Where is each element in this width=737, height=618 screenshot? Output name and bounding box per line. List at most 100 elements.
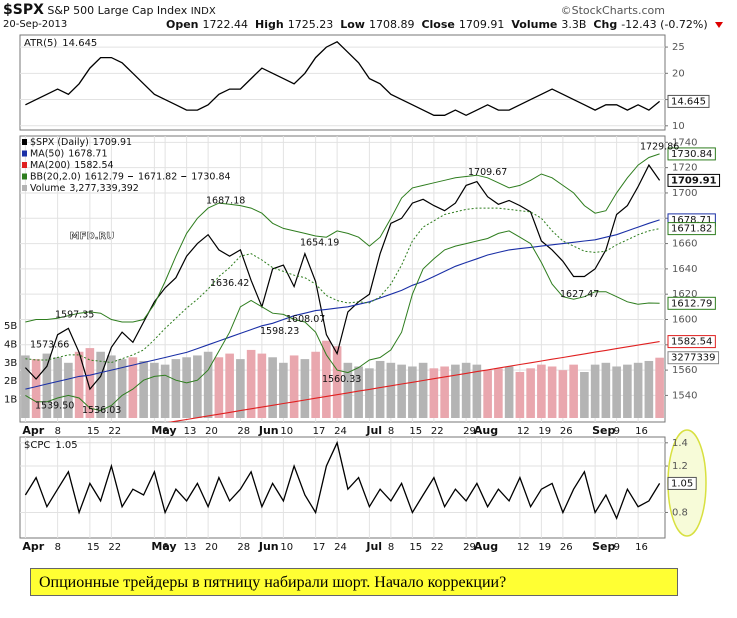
y2-tick-label: 3B <box>4 358 17 369</box>
x-tick-label: 20 <box>205 426 218 437</box>
volume-bar <box>612 366 621 418</box>
quote-label: Volume <box>511 18 558 31</box>
x-tick-label: 6 <box>162 426 168 437</box>
last-value-label: 1730.84 <box>671 149 712 160</box>
last-value-box <box>667 335 716 349</box>
volume-bar <box>322 340 331 418</box>
header-line: $SPX S&P 500 Large Cap Index INDX <box>3 2 216 18</box>
y2-tick-label: 2B <box>4 376 17 387</box>
annotation: 1687.18 <box>206 196 245 207</box>
x-tick-label: Jul <box>365 424 382 437</box>
volume-bar <box>214 357 224 418</box>
quote-label: Low <box>340 18 365 31</box>
x-tick-label: Jun <box>258 424 279 437</box>
volume-bar <box>300 359 310 418</box>
legend-entry: MA(200) 1582.54 <box>30 160 114 171</box>
source: ©StockCharts.com <box>560 4 665 17</box>
y2-tick-label: 4B <box>4 339 17 350</box>
legend-value: 1730.84 <box>191 171 230 182</box>
volume-bar <box>558 370 568 418</box>
line <box>25 41 661 117</box>
quote-label: Open <box>166 18 199 31</box>
volume-bar <box>397 364 406 418</box>
legend-entry: Volume 3,277,339,392 <box>30 183 139 194</box>
volume-bar <box>236 359 245 418</box>
volume-bar <box>279 362 288 418</box>
x-tick-label: 10 <box>280 426 293 437</box>
legend-name: Volume <box>30 183 65 194</box>
volume-bar <box>440 366 449 418</box>
x-tick-label: May <box>151 540 176 553</box>
x-tick-label: Sep <box>592 424 615 437</box>
volume-bar <box>85 348 95 418</box>
x-tick-label: Aug <box>474 540 498 553</box>
x-tick-label: 13 <box>184 542 197 553</box>
volume-bar <box>451 364 460 418</box>
symbol: $SPX <box>3 2 44 18</box>
volume-bar <box>547 366 557 418</box>
volume-bar <box>182 357 191 418</box>
legend-name: $CPC <box>24 440 50 451</box>
date: 20-Sep-2013 <box>3 19 68 30</box>
line <box>24 163 661 391</box>
quote-value: 1708.89 <box>368 18 415 31</box>
quote-value: 3.3B <box>561 18 587 31</box>
plot-area <box>21 153 664 422</box>
line <box>24 440 661 520</box>
y-tick-label: 25 <box>672 42 685 53</box>
volume-bar <box>246 349 256 418</box>
volume-bar <box>203 351 213 418</box>
volume-bar <box>569 364 578 418</box>
annotation: 1709.67 <box>468 167 507 178</box>
x-tick-label: 24 <box>334 426 347 437</box>
volume-bar <box>117 359 127 418</box>
volume-bar <box>386 362 396 418</box>
volume-bar <box>107 355 116 418</box>
x-tick-label: 20 <box>205 542 218 553</box>
down-arrow <box>714 22 723 28</box>
y-tick-label: 10 <box>672 121 685 132</box>
legend-name: BB(20,2.0) <box>30 171 81 182</box>
x-tick-label: 16 <box>635 426 648 437</box>
volume-bar <box>21 355 30 418</box>
annotation: 1573.66 <box>30 339 69 350</box>
y-tick-label: 1660 <box>672 239 697 250</box>
volume-bar <box>332 346 342 418</box>
volume-bar <box>408 366 417 418</box>
legend-entry: ATR(5) 14.645 <box>24 38 97 49</box>
y-tick-label: 1600 <box>672 314 697 325</box>
volume-bar <box>289 355 299 418</box>
legend-swatch <box>22 173 27 180</box>
x-tick-label: 15 <box>409 542 422 553</box>
volume-bar <box>74 351 84 418</box>
legend-swatch <box>22 150 27 157</box>
y-tick-label: 1.2 <box>672 461 688 472</box>
line <box>167 341 660 422</box>
annotation: 1627.47 <box>560 289 599 300</box>
legend-swatch <box>22 139 27 145</box>
line <box>25 219 660 390</box>
volume-bar <box>128 357 138 418</box>
x-tick-label: 22 <box>431 542 444 553</box>
quote-value: 1725.23 <box>287 18 334 31</box>
x-tick-label: 15 <box>409 426 422 437</box>
caption: Опционные трейдеры в пятницу набирали шо… <box>30 568 678 596</box>
legend-value: 3,277,339,392 <box>69 183 139 194</box>
y-tick-label: 1560 <box>672 365 697 376</box>
x-tick-label: 19 <box>538 426 551 437</box>
legend-value: 1709.91 <box>93 137 132 148</box>
x-tick-label: 28 <box>237 426 250 437</box>
x-tick-label: 22 <box>108 426 121 437</box>
volume-bar <box>472 364 482 418</box>
x-tick-label: 24 <box>334 542 347 553</box>
legend-name: ATR(5) <box>24 38 57 49</box>
x-tick-label: 9 <box>614 426 620 437</box>
annotation: 1560.33 <box>322 374 361 385</box>
x-tick-label: 6 <box>162 542 168 553</box>
legend-name: $SPX (Daily) <box>30 137 89 148</box>
x-tick-label: 8 <box>388 542 394 553</box>
y2-tick-label: 1B <box>4 395 17 406</box>
last-value-label: 1612.79 <box>671 298 712 309</box>
annotation: 1539.50 <box>35 401 74 412</box>
y-tick-label: 1640 <box>672 264 697 275</box>
